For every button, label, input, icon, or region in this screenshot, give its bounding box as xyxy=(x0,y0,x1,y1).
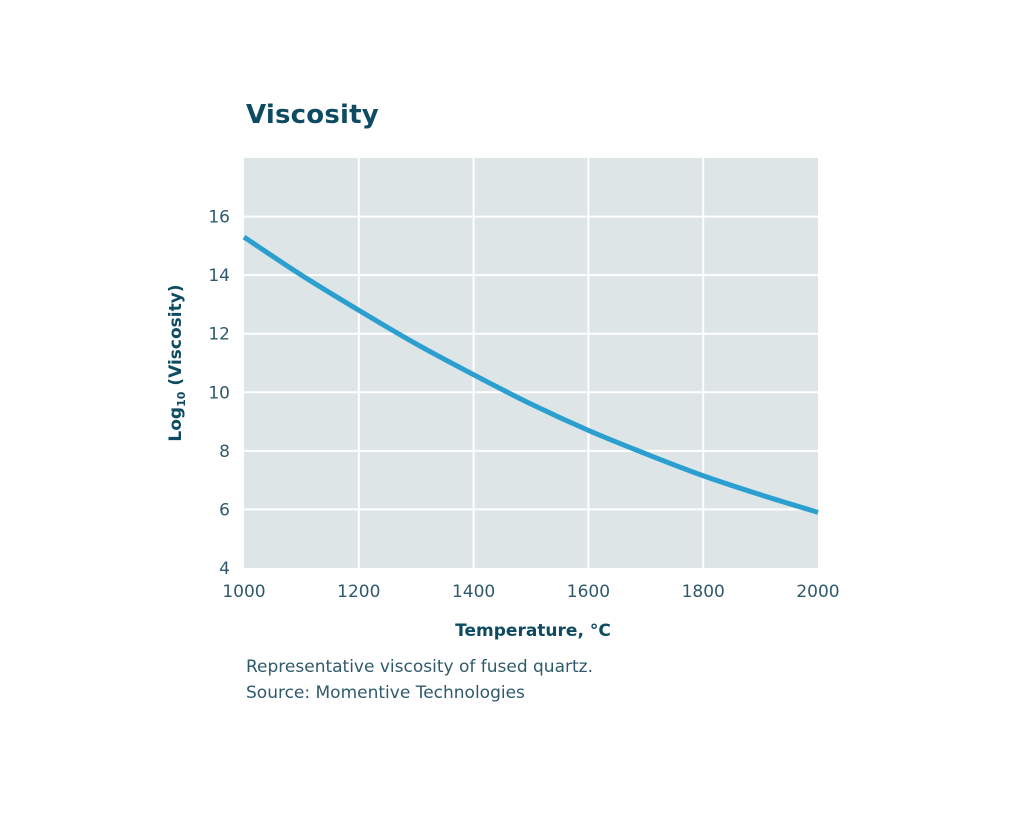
x-tick-label: 1800 xyxy=(682,582,725,602)
y-tick-label: 10 xyxy=(208,383,230,403)
y-axis-title: Log10 (Viscosity) xyxy=(166,284,188,441)
x-tick-label: 1200 xyxy=(337,582,380,602)
caption-line-2: Source: Momentive Technologies xyxy=(246,683,525,703)
x-tick-label: 1000 xyxy=(222,582,265,602)
grid-lines xyxy=(244,158,818,568)
figure-caption: Representative viscosity of fused quartz… xyxy=(246,654,593,706)
y-tick-label: 4 xyxy=(219,559,230,579)
chart-title: Viscosity xyxy=(246,100,379,130)
y-axis-title-rest: (Viscosity) xyxy=(166,284,186,391)
x-tick-label: 1400 xyxy=(452,582,495,602)
x-tick-label: 1600 xyxy=(567,582,610,602)
x-tick-label: 2000 xyxy=(796,582,839,602)
y-tick-label: 6 xyxy=(219,500,230,520)
y-tick-label: 14 xyxy=(208,266,230,286)
tick-labels: 1000 1200 1400 1600 1800 2000 4 6 8 10 12 14 16 xyxy=(208,208,839,602)
plot-area xyxy=(244,158,818,568)
y-axis-title-main: Log xyxy=(166,407,186,442)
x-axis-title: Temperature, °C xyxy=(455,621,611,641)
caption-line-1: Representative viscosity of fused quartz… xyxy=(246,657,593,677)
y-tick-label: 12 xyxy=(208,325,230,345)
viscosity-series-line xyxy=(242,234,819,515)
y-tick-label: 16 xyxy=(208,208,230,228)
y-tick-label: 8 xyxy=(219,442,230,462)
series-layer xyxy=(242,234,819,515)
y-axis-title-subscript: 10 xyxy=(175,391,188,407)
